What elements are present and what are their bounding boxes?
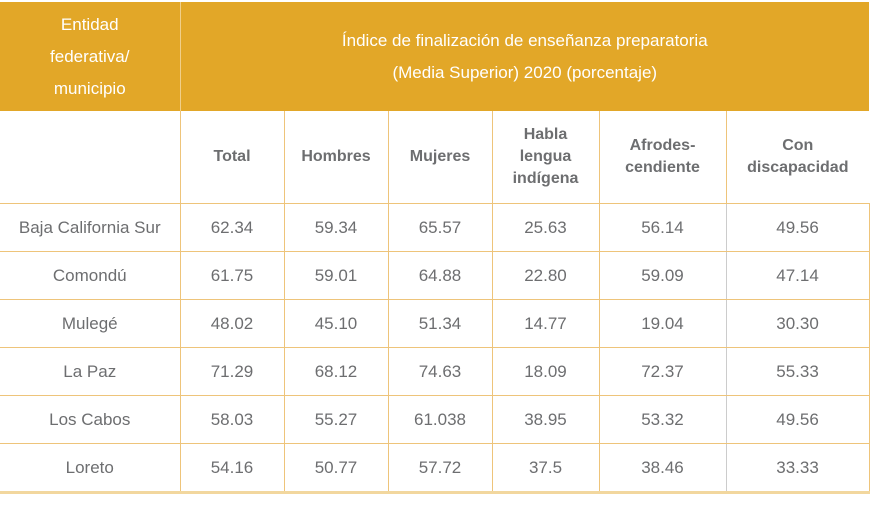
value-cell: 74.63 bbox=[388, 347, 493, 396]
value-cell: 38.95 bbox=[492, 395, 600, 444]
col-header-text: Con bbox=[782, 137, 814, 154]
value-cell: 71.29 bbox=[180, 347, 285, 396]
row-name: Comondú bbox=[0, 251, 181, 300]
value-cell: 25.63 bbox=[492, 203, 600, 252]
value-cell: 33.33 bbox=[726, 443, 870, 494]
value-cell: 19.04 bbox=[599, 299, 727, 348]
value-cell: 49.56 bbox=[726, 203, 870, 252]
entity-header: Entidad federativa/ municipio bbox=[0, 2, 181, 111]
value-cell: 55.27 bbox=[284, 395, 389, 444]
table-row: Comondú 61.75 59.01 64.88 22.80 59.09 47.14 bbox=[0, 251, 870, 300]
value-cell: 38.46 bbox=[599, 443, 727, 494]
entity-header-line: municipio bbox=[53, 78, 126, 98]
row-name: Baja California Sur bbox=[0, 203, 181, 252]
value-cell: 64.88 bbox=[388, 251, 493, 300]
value-cell: 18.09 bbox=[492, 347, 600, 396]
table-row: Baja California Sur 62.34 59.34 65.57 25.63 5… bbox=[0, 203, 870, 252]
value-cell: 37.5 bbox=[492, 443, 600, 494]
row-name: Los Cabos bbox=[0, 395, 181, 444]
col-header-text: lengua bbox=[519, 148, 572, 165]
column-header-row: Total Hombres Mujeres Habla lengua indíg… bbox=[0, 111, 870, 204]
value-cell: 61.038 bbox=[388, 395, 493, 444]
col-header-indigena: Habla lengua indígena bbox=[492, 111, 600, 204]
col-header-text: discapacidad bbox=[747, 159, 849, 176]
value-cell: 45.10 bbox=[284, 299, 389, 348]
value-cell: 58.03 bbox=[180, 395, 285, 444]
row-name: Loreto bbox=[0, 443, 181, 494]
col-header-text: Afrodes- bbox=[629, 137, 696, 154]
value-cell: 14.77 bbox=[492, 299, 600, 348]
value-cell: 49.56 bbox=[726, 395, 870, 444]
entity-header-line: Entidad bbox=[60, 14, 119, 34]
col-header-mujeres: Mujeres bbox=[388, 111, 493, 204]
row-name: Mulegé bbox=[0, 299, 181, 348]
value-cell: 68.12 bbox=[284, 347, 389, 396]
value-cell: 22.80 bbox=[492, 251, 600, 300]
table-row: Los Cabos 58.03 55.27 61.038 38.95 53.32 49.56 bbox=[0, 395, 870, 444]
col-header-afrodescendiente: Afrodes- cendiente bbox=[599, 111, 727, 204]
table-row: Loreto 54.16 50.77 57.72 37.5 38.46 33.33 bbox=[0, 443, 870, 494]
row-name: La Paz bbox=[0, 347, 181, 396]
col-header-text: Habla bbox=[523, 126, 568, 143]
value-cell: 30.30 bbox=[726, 299, 870, 348]
col-header-text: Hombres bbox=[301, 148, 371, 165]
value-cell: 59.01 bbox=[284, 251, 389, 300]
value-cell: 54.16 bbox=[180, 443, 285, 494]
value-cell: 55.33 bbox=[726, 347, 870, 396]
entity-header-line: federativa/ bbox=[50, 46, 130, 66]
col-header-total: Total bbox=[180, 111, 285, 204]
value-cell: 59.34 bbox=[284, 203, 389, 252]
col-header-text: indígena bbox=[512, 170, 579, 187]
value-cell: 56.14 bbox=[599, 203, 727, 252]
value-cell: 65.57 bbox=[388, 203, 493, 252]
table-row: Mulegé 48.02 45.10 51.34 14.77 19.04 30.30 bbox=[0, 299, 870, 348]
col-header-hombres: Hombres bbox=[284, 111, 389, 204]
table-title: Índice de finalización de enseñanza prep… bbox=[180, 2, 870, 111]
value-cell: 50.77 bbox=[284, 443, 389, 494]
value-cell: 53.32 bbox=[599, 395, 727, 444]
value-cell: 51.34 bbox=[388, 299, 493, 348]
title-line: Índice de finalización de enseñanza prep… bbox=[341, 30, 708, 50]
title-line: (Media Superior) 2020 (porcentaje) bbox=[392, 62, 658, 82]
col-header-text: Total bbox=[213, 148, 251, 165]
col-header-discapacidad: Con discapacidad bbox=[726, 111, 870, 204]
completion-index-table: Entidad federativa/ municipio Índice de … bbox=[0, 2, 870, 494]
header-row: Entidad federativa/ municipio Índice de … bbox=[0, 2, 870, 111]
empty-header-cell bbox=[0, 111, 181, 204]
value-cell: 59.09 bbox=[599, 251, 727, 300]
value-cell: 61.75 bbox=[180, 251, 285, 300]
col-header-text: cendiente bbox=[625, 159, 700, 176]
value-cell: 72.37 bbox=[599, 347, 727, 396]
table-row: La Paz 71.29 68.12 74.63 18.09 72.37 55.33 bbox=[0, 347, 870, 396]
value-cell: 62.34 bbox=[180, 203, 285, 252]
value-cell: 57.72 bbox=[388, 443, 493, 494]
value-cell: 48.02 bbox=[180, 299, 285, 348]
col-header-text: Mujeres bbox=[409, 148, 471, 165]
value-cell: 47.14 bbox=[726, 251, 870, 300]
